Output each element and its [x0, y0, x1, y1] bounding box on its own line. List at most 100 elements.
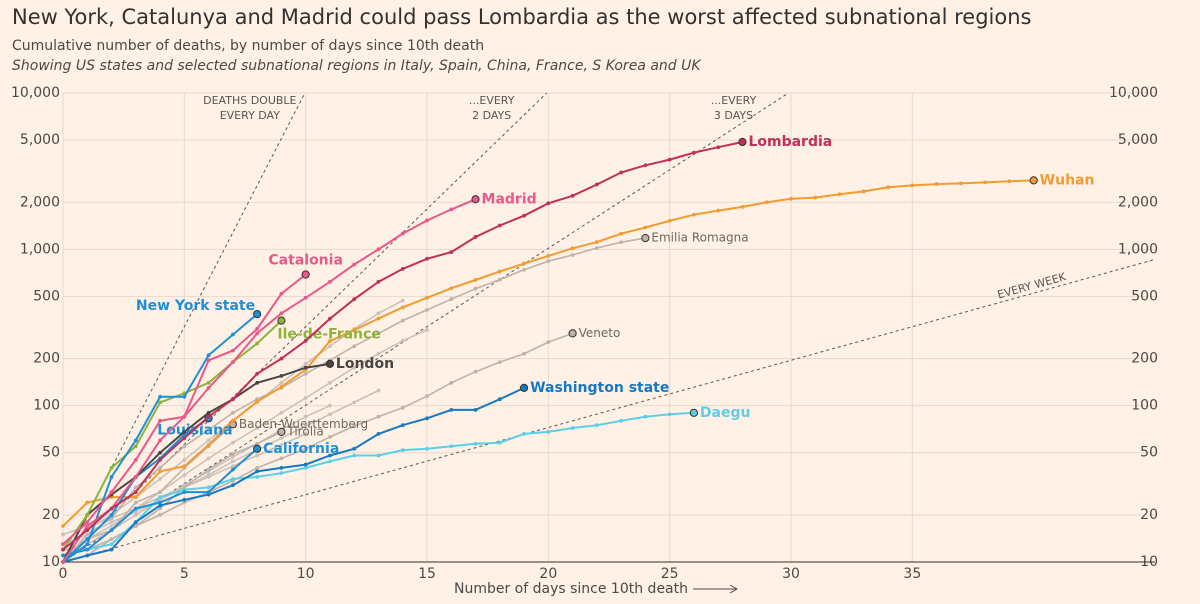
point	[376, 311, 381, 316]
series-line	[62, 386, 525, 563]
point	[255, 453, 260, 458]
series-line	[62, 389, 379, 545]
point	[85, 524, 90, 528]
point	[619, 418, 624, 423]
point	[255, 465, 260, 470]
point	[328, 435, 332, 439]
end-point	[738, 137, 747, 147]
x-tick-label: 5	[180, 566, 189, 582]
point	[303, 361, 308, 366]
point	[643, 225, 648, 230]
point	[643, 414, 648, 419]
series-line	[63, 332, 573, 551]
point	[206, 485, 211, 490]
y-tick-label: 500	[1131, 288, 1158, 304]
point	[449, 250, 454, 255]
y-tick-label: 10,000	[1109, 85, 1158, 101]
point	[425, 416, 429, 421]
point	[376, 388, 381, 393]
point	[570, 193, 575, 198]
point	[352, 424, 357, 429]
x-axis-label: Number of days since 10th death	[454, 581, 688, 597]
series-line	[62, 198, 476, 563]
point	[352, 297, 357, 302]
series-label: London	[336, 356, 394, 372]
point	[473, 407, 478, 412]
series-label: Louisiana	[157, 422, 232, 438]
point	[230, 418, 235, 423]
point	[255, 380, 260, 385]
point	[570, 253, 575, 257]
point	[497, 269, 502, 274]
point	[85, 500, 90, 505]
point	[643, 163, 648, 168]
y-tick-label: 20	[1140, 507, 1158, 523]
point	[182, 500, 187, 505]
point	[352, 400, 357, 405]
point	[182, 490, 187, 494]
y-tick-label: 200	[33, 351, 60, 367]
point	[230, 397, 235, 402]
point	[400, 448, 405, 452]
point	[85, 513, 90, 517]
series-label: Veneto	[579, 326, 621, 340]
point	[182, 436, 187, 441]
point	[109, 516, 114, 521]
point	[158, 457, 162, 462]
point	[61, 547, 65, 552]
point	[425, 394, 429, 399]
point	[158, 477, 162, 481]
y-tick-label: 100	[1131, 398, 1158, 414]
point	[230, 440, 235, 445]
y-tick-label: 2,000	[1118, 194, 1158, 210]
series-label: Emilia Romagna	[651, 231, 748, 245]
point	[133, 520, 138, 524]
point	[861, 189, 866, 194]
point	[400, 231, 405, 236]
y-tick-label: 500	[33, 288, 60, 304]
point	[109, 520, 114, 524]
point	[206, 427, 211, 432]
end-point	[641, 233, 650, 243]
point	[230, 477, 235, 481]
y-tick-label: 5,000	[1118, 132, 1158, 148]
point	[667, 157, 672, 162]
point	[230, 360, 235, 364]
point	[594, 240, 599, 244]
point	[303, 431, 308, 436]
point	[425, 218, 429, 223]
point	[158, 500, 162, 505]
point	[279, 380, 284, 385]
y-tick-label: 5,000	[20, 132, 60, 148]
point	[206, 358, 211, 363]
point	[813, 195, 818, 200]
x-tick-label: 30	[782, 566, 800, 582]
point	[279, 443, 284, 447]
point	[279, 436, 284, 441]
point	[328, 339, 332, 343]
point	[303, 414, 308, 419]
point	[182, 394, 187, 399]
point	[303, 465, 308, 470]
point	[109, 490, 114, 494]
series-label: Tirolia	[286, 424, 323, 438]
point	[716, 145, 721, 150]
point	[61, 553, 65, 558]
series-line	[62, 319, 283, 551]
point	[255, 475, 260, 479]
end-point	[568, 329, 577, 338]
doubling-guide	[62, 258, 1156, 563]
point	[230, 455, 235, 459]
point	[497, 397, 502, 402]
point	[255, 426, 260, 430]
point	[400, 318, 405, 323]
point	[619, 231, 624, 236]
point	[886, 185, 890, 190]
y-tick-label: 20	[42, 507, 60, 523]
point	[158, 418, 162, 423]
guide-label: ...EVERY	[469, 94, 515, 107]
point	[303, 424, 308, 429]
point	[546, 429, 551, 434]
point	[328, 403, 332, 408]
